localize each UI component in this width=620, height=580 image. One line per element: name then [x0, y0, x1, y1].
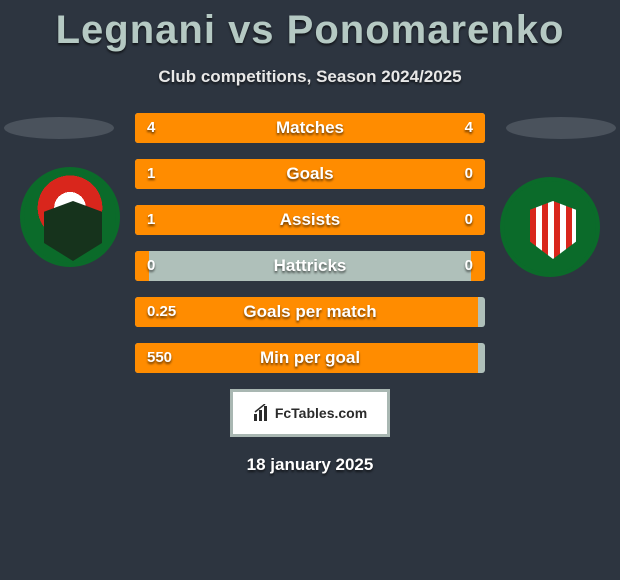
bar-value-left: 1 — [135, 205, 167, 235]
brand-logo: FcTables.com — [230, 389, 390, 437]
stat-bar: Hattricks0 0 — [135, 251, 485, 281]
bar-label: Hattricks — [135, 251, 485, 281]
stat-bar: Goals1 0 — [135, 159, 485, 189]
subtitle: Club competitions, Season 2024/2025 — [0, 67, 620, 87]
bar-label: Min per goal — [135, 343, 485, 373]
brand-text: FcTables.com — [275, 405, 367, 421]
bar-value-left: 0 — [135, 251, 167, 281]
team-crest-right — [500, 177, 600, 277]
bar-label: Goals — [135, 159, 485, 189]
date-text: 18 january 2025 — [0, 455, 620, 475]
comparison-area: Matches44Goals10Assists10Hattricks00Goal… — [0, 113, 620, 475]
bar-label: Assists — [135, 205, 485, 235]
bar-value-right: 0 — [453, 205, 485, 235]
stat-bar: Matches4 4 — [135, 113, 485, 143]
stat-bar: Assists1 0 — [135, 205, 485, 235]
bar-value-right: 4 — [453, 113, 485, 143]
chart-icon — [253, 404, 271, 422]
bar-label: Matches — [135, 113, 485, 143]
bar-value-left: 550 — [135, 343, 184, 373]
stat-bars: Matches44Goals10Assists10Hattricks00Goal… — [135, 113, 485, 373]
bar-value-left: 0.25 — [135, 297, 188, 327]
bar-value-right: 0 — [453, 159, 485, 189]
page-title: Legnani vs Ponomarenko — [0, 0, 620, 53]
stat-bar: Goals per match0.25 — [135, 297, 485, 327]
bar-value-left: 4 — [135, 113, 167, 143]
shadow-oval-left — [4, 117, 114, 139]
team-crest-left — [20, 167, 120, 267]
bar-value-left: 1 — [135, 159, 167, 189]
shadow-oval-right — [506, 117, 616, 139]
stat-bar: Min per goal550 — [135, 343, 485, 373]
bar-value-right: 0 — [453, 251, 485, 281]
